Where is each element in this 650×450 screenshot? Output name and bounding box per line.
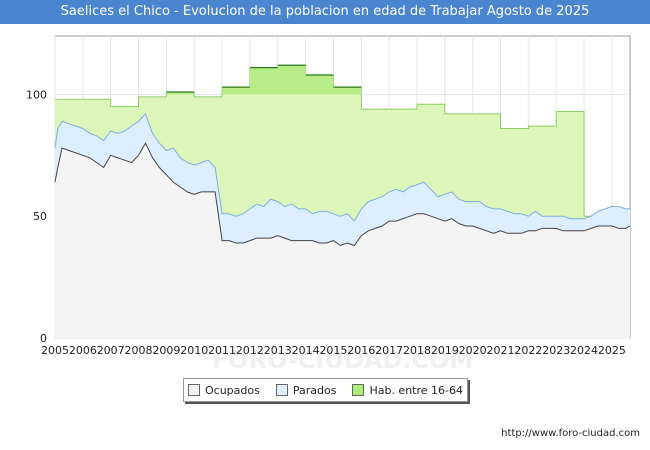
- legend: Ocupados Parados Hab. entre 16-64: [183, 378, 468, 402]
- legend-swatch-parados: [275, 384, 288, 396]
- y-tick-label: 100: [26, 88, 47, 101]
- legend-item-hab: Hab. entre 16-64: [352, 384, 463, 397]
- x-tick-label: 2005: [41, 344, 69, 357]
- chart-title-bar: Saelices el Chico - Evolucion de la pobl…: [0, 0, 650, 24]
- x-tick-label: 2019: [431, 344, 459, 357]
- x-tick-label: 2018: [403, 344, 431, 357]
- chart-title: Saelices el Chico - Evolucion de la pobl…: [60, 4, 590, 19]
- legend-swatch-ocupados: [187, 384, 200, 396]
- x-tick-label: 2022: [514, 344, 542, 357]
- legend-item-ocupados: Ocupados: [187, 383, 260, 397]
- series-group: [54, 64, 631, 339]
- x-tick-label: 2024: [570, 344, 598, 357]
- series-line-ocupados: [54, 142, 631, 247]
- x-tick-label: 2025: [598, 344, 626, 357]
- series-band-hab: [305, 74, 334, 95]
- watermark-text: FORO-CIUDAD.COM: [212, 346, 474, 374]
- x-tick-label: 2013: [264, 344, 292, 357]
- series-band-hab: [333, 87, 362, 95]
- x-tick-label: 2020: [459, 344, 487, 357]
- x-tick-label: 2021: [487, 344, 515, 357]
- x-tick-label: 2012: [236, 344, 264, 357]
- legend-label-parados: Parados: [292, 383, 337, 397]
- y-tick-label: 0: [40, 332, 47, 345]
- legend-label-hab: Hab. entre 16-64: [369, 383, 463, 397]
- x-tick-label: 2015: [319, 344, 347, 357]
- x-tick-label: 2014: [292, 344, 320, 357]
- x-tick-label: 2009: [152, 344, 180, 357]
- series-band-hab: [222, 87, 250, 95]
- y-tick-label: 50: [33, 210, 47, 223]
- series-band-hab: [166, 92, 195, 95]
- x-tick-label: 2023: [542, 344, 570, 357]
- x-tick-label: 2006: [69, 344, 97, 357]
- x-tick-label: 2007: [97, 344, 125, 357]
- legend-label-ocupados: Ocupados: [204, 383, 260, 397]
- x-tick-label: 2017: [375, 344, 403, 357]
- x-tick-label: 2008: [125, 344, 153, 357]
- footer-url[interactable]: http://www.foro-ciudad.com: [501, 428, 640, 439]
- x-tick-label: 2011: [208, 344, 236, 357]
- series-band-hab: [277, 65, 306, 95]
- x-tick-label: 2016: [347, 344, 375, 357]
- series-line-hab: [55, 64, 630, 217]
- series-area-ocupados: [55, 143, 630, 338]
- series-line-parados: [54, 112, 630, 222]
- legend-item-parados: Parados: [275, 383, 337, 397]
- x-tick-label: 2010: [180, 344, 208, 357]
- series-band-hab: [249, 67, 278, 95]
- legend-swatch-hab: [352, 384, 365, 396]
